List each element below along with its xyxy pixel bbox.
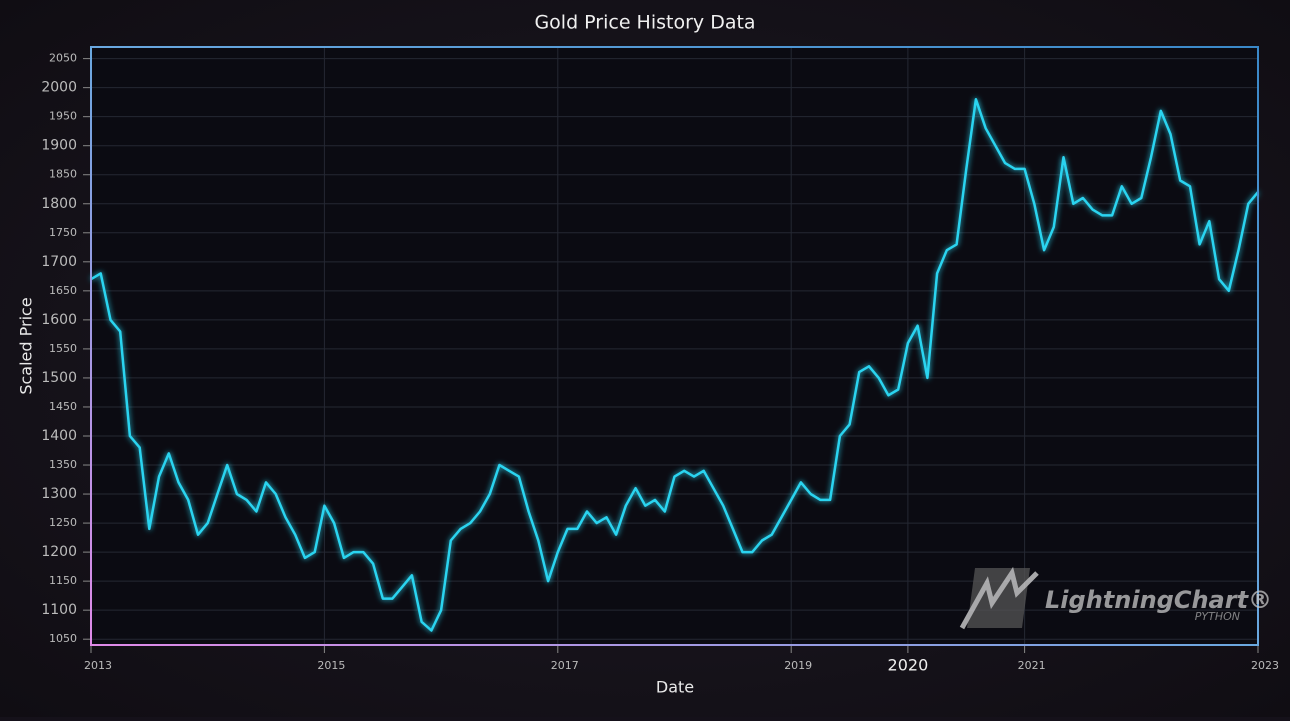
- y-tick-label: 1650: [49, 284, 77, 297]
- y-tick-label: 1600: [41, 312, 77, 328]
- y-tick-label: 1250: [49, 516, 77, 529]
- watermark-text: LightningChart®: [1045, 586, 1272, 614]
- watermark: LightningChart® PYTHON: [959, 566, 1272, 630]
- x-axis-label: Date: [656, 678, 694, 697]
- y-axis-label: Scaled Price: [17, 297, 36, 394]
- x-tick-label: 2017: [551, 659, 579, 672]
- plot-frame: [90, 46, 1259, 646]
- y-tick-label: 1500: [41, 370, 77, 386]
- y-tick-label: 2050: [49, 52, 77, 65]
- y-tick-label: 1450: [49, 400, 77, 413]
- watermark-bolt: [959, 566, 1039, 630]
- chart-title: Gold Price History Data: [534, 12, 755, 34]
- y-tick-label: 1350: [49, 458, 77, 471]
- x-tick-label: 2019: [784, 659, 812, 672]
- y-tick-label: 1850: [49, 168, 77, 181]
- y-tick-label: 1100: [41, 602, 77, 618]
- x-tick-label: 2021: [1018, 659, 1046, 672]
- y-tick-label: 1750: [49, 226, 77, 239]
- x-tick-label: 2023: [1251, 659, 1279, 672]
- y-tick-label: 1950: [49, 110, 77, 123]
- y-tick-label: 1550: [49, 342, 77, 355]
- y-tick-label: 1800: [41, 196, 77, 212]
- data-line: [90, 98, 1259, 632]
- plot-area: [91, 47, 1258, 645]
- x-tick-label: 2013: [84, 659, 112, 672]
- y-tick-label: 1700: [41, 254, 77, 270]
- y-tick-label: 1300: [41, 486, 77, 502]
- y-tick-label: 1900: [41, 138, 77, 154]
- watermark-subtext: PYTHON: [1195, 610, 1240, 623]
- y-tick-label: 1150: [49, 574, 77, 587]
- y-tick-label: 1050: [49, 632, 77, 645]
- x-tick-label: 2020: [888, 656, 929, 675]
- x-tick-label: 2015: [317, 659, 345, 672]
- y-tick-label: 1400: [41, 428, 77, 444]
- y-tick-label: 1200: [41, 544, 77, 560]
- y-tick-label: 2000: [41, 80, 77, 96]
